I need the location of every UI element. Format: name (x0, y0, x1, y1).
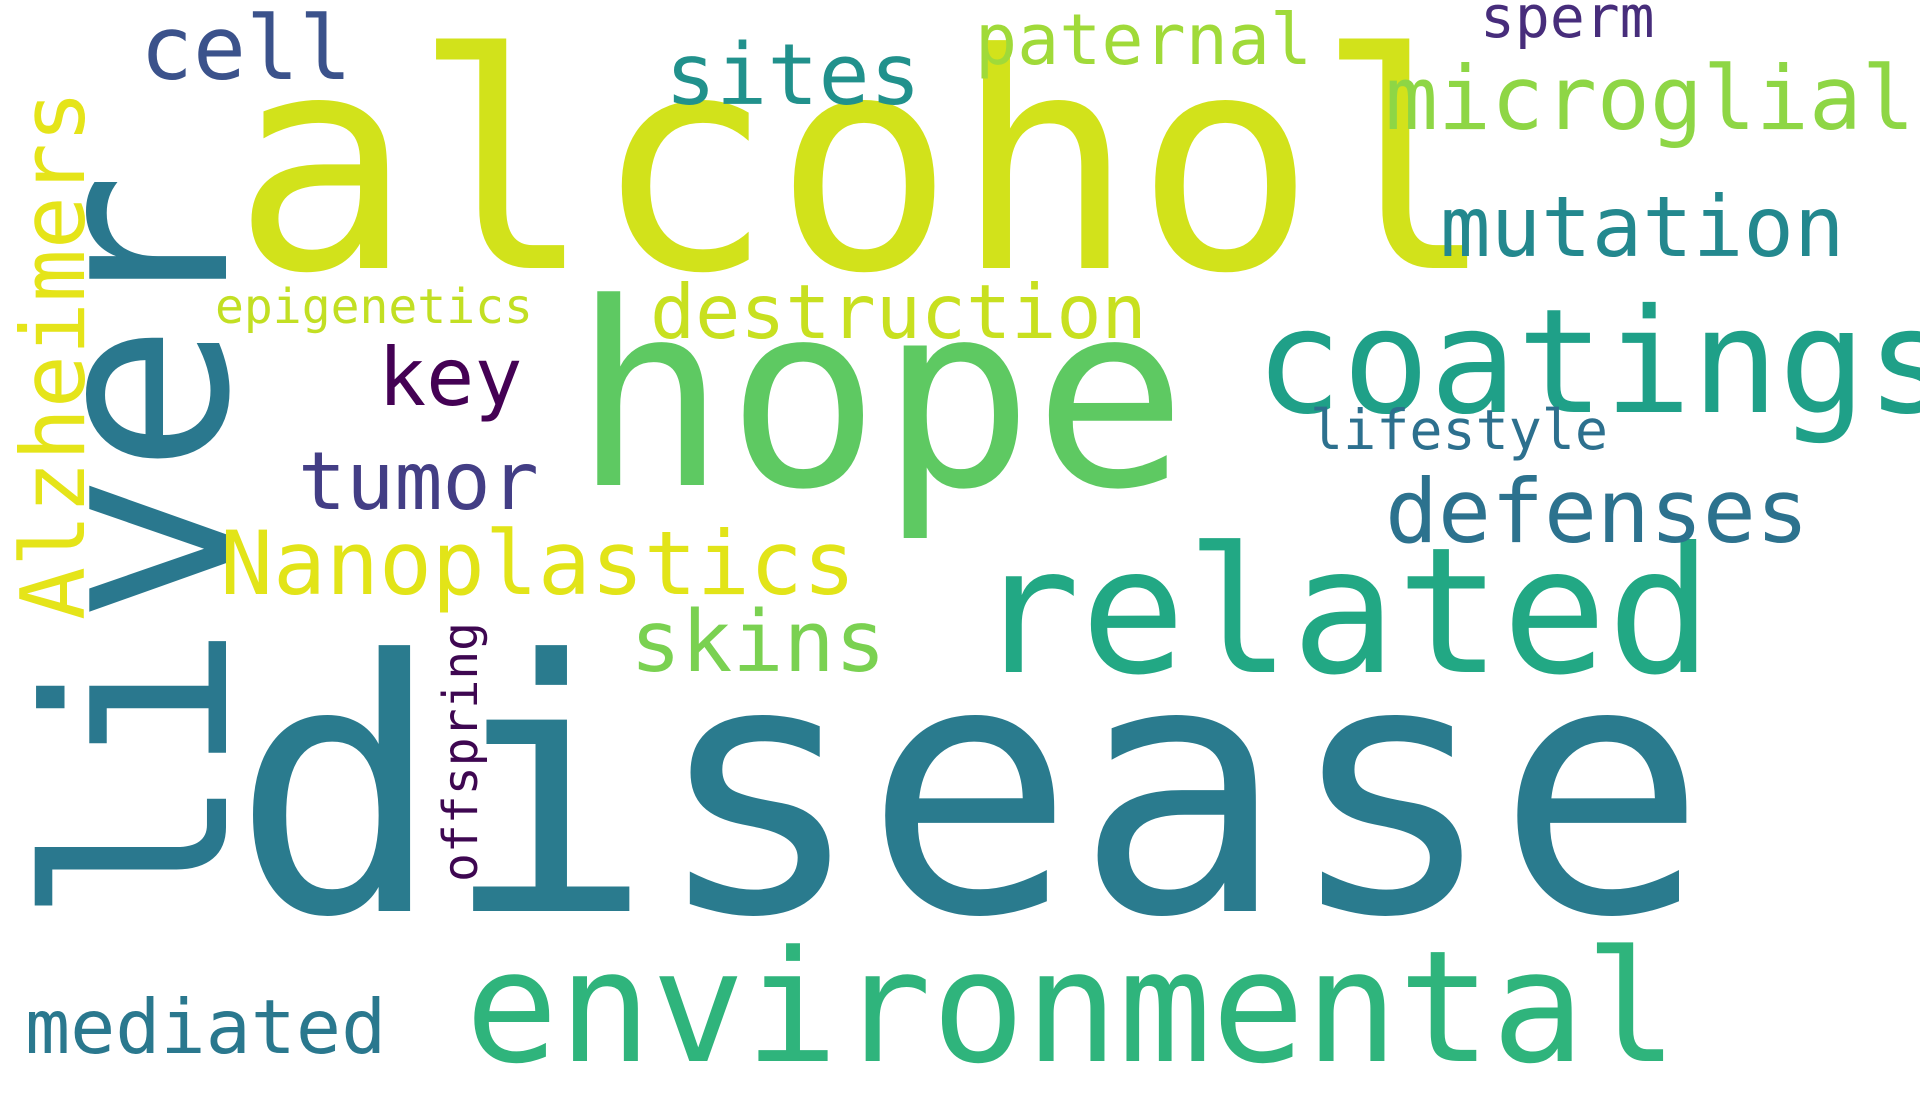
word-paternal: paternal (975, 0, 1313, 81)
word-key: key (378, 331, 523, 424)
word-alcohol: alcohol (232, 0, 1497, 339)
word-sites: sites (665, 26, 921, 125)
word-mutation: mutation (1440, 178, 1845, 276)
word-epigenetics: epigenetics (215, 279, 533, 335)
word-lifestyle: lifestyle (1310, 398, 1609, 462)
word-skins: skins (630, 593, 886, 692)
word-coatings: coatings (1255, 278, 1920, 447)
word-sperm: sperm (1480, 0, 1655, 51)
word-destruction: destruction (650, 268, 1147, 356)
word-hope: hope (573, 249, 1188, 546)
word-offspring: offspring (433, 621, 489, 882)
word-tumor: tumor (298, 435, 539, 528)
word-nanoplastics: Nanoplastics (220, 512, 856, 615)
word-alzheimers: Alzheimers (2, 90, 105, 620)
word-related: related (975, 511, 1713, 714)
word-cell: cell (140, 0, 352, 100)
word-defenses: defenses (1385, 460, 1809, 563)
word-mediated: mediated (25, 983, 387, 1071)
word-disease: disease (232, 586, 1708, 994)
word-environmental: environmental (465, 917, 1679, 1098)
word-microglial: microglial (1385, 47, 1915, 150)
